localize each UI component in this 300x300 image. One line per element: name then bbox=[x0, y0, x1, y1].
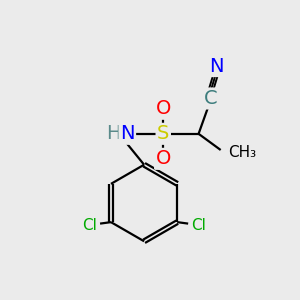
Text: O: O bbox=[156, 99, 171, 118]
Text: C: C bbox=[203, 89, 217, 108]
Text: N: N bbox=[209, 57, 224, 76]
Text: Cl: Cl bbox=[82, 218, 97, 232]
Text: N: N bbox=[120, 124, 135, 143]
Text: O: O bbox=[156, 149, 171, 168]
Text: Cl: Cl bbox=[191, 218, 206, 232]
Text: S: S bbox=[157, 124, 170, 143]
Text: CH₃: CH₃ bbox=[228, 146, 256, 160]
Text: H: H bbox=[106, 124, 121, 143]
